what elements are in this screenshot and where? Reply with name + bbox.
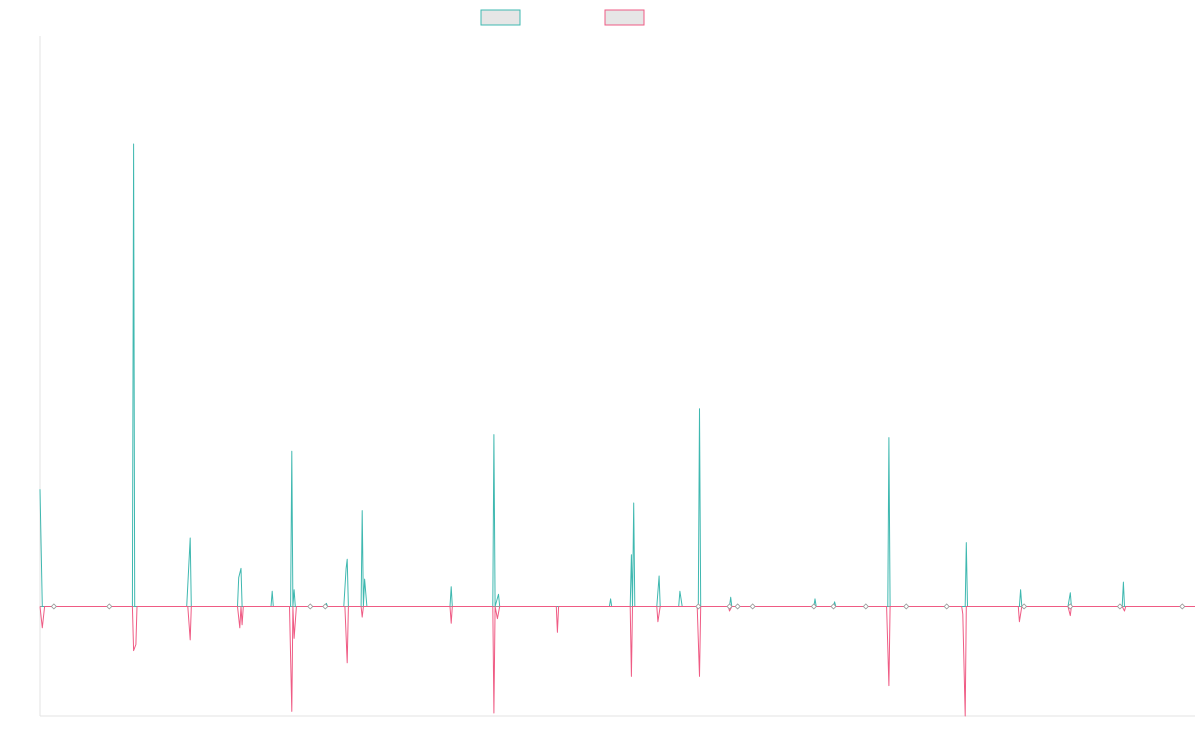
baseline-marker	[50, 603, 57, 610]
legend-swatch-series-down[interactable]	[604, 9, 645, 26]
baseline-marker	[810, 603, 817, 610]
baseline-marker	[1116, 603, 1123, 610]
plot-area	[39, 143, 1195, 717]
baseline-marker	[734, 603, 741, 610]
baseline-marker	[307, 603, 314, 610]
baseline-marker	[1067, 603, 1074, 610]
baseline-marker	[903, 603, 910, 610]
baseline-marker	[322, 603, 329, 610]
legend-swatch-series-up[interactable]	[480, 9, 521, 26]
legend	[480, 9, 645, 26]
baseline-marker	[1020, 603, 1028, 610]
baseline-marker	[943, 603, 950, 610]
baseline-marker	[726, 603, 733, 610]
series-up-line	[39, 143, 1195, 607]
baseline-marker	[1179, 603, 1186, 610]
axes	[39, 36, 1195, 717]
baseline-marker	[695, 603, 702, 610]
baseline-marker	[749, 603, 756, 610]
series-down-line	[39, 606, 1195, 717]
baseline-marker	[106, 603, 113, 610]
baseline-marker	[830, 603, 837, 610]
baseline-marker	[862, 603, 869, 610]
